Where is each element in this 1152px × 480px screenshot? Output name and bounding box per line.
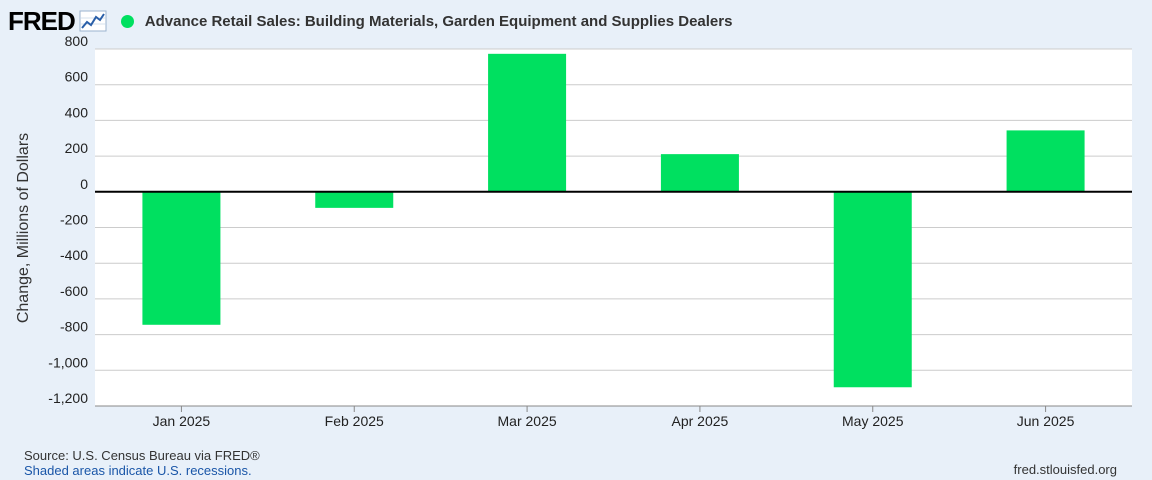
bar-chart: 800 600 400 200 0 -200 -400 -600 -800 -1,000 -1,20… <box>15 33 1132 429</box>
x-tick-label: Apr 2025 <box>672 413 729 429</box>
y-tick-label: -200 <box>60 212 88 228</box>
source-note: Source: U.S. Census Bureau via FRED® <box>24 448 260 463</box>
y-axis-ticks: 800 600 400 200 0 -200 -400 -600 -800 -1,000 -1,20… <box>48 33 88 406</box>
bar[interactable] <box>660 154 739 192</box>
bar[interactable] <box>488 53 567 192</box>
x-axis-ticks: Jan 2025 Feb 2025 Mar 2025 Apr 2025 May 2025… <box>95 405 1132 429</box>
bar[interactable] <box>833 191 912 388</box>
y-tick-label: -1,000 <box>48 354 88 370</box>
y-tick-label: 200 <box>65 140 89 156</box>
x-tick-label: Feb 2025 <box>325 413 384 429</box>
chart-header: FRED Advance Retail Sales: Building Mate… <box>8 6 732 36</box>
y-tick-label: -800 <box>60 319 88 335</box>
y-tick-label: 800 <box>65 33 89 49</box>
x-tick-label: Mar 2025 <box>498 413 557 429</box>
trend-line-icon <box>79 10 107 32</box>
y-tick-label: 400 <box>65 104 89 120</box>
fred-logo[interactable]: FRED <box>8 6 76 36</box>
y-tick-label: -600 <box>60 283 88 299</box>
y-tick-label: -400 <box>60 247 88 263</box>
bar[interactable] <box>315 191 394 208</box>
bar[interactable] <box>1006 130 1085 192</box>
recession-note[interactable]: Shaded areas indicate U.S. recessions. <box>24 463 252 478</box>
bar[interactable] <box>142 191 221 325</box>
x-tick-label: May 2025 <box>842 413 904 429</box>
y-tick-label: 0 <box>80 176 88 192</box>
chart-title: Advance Retail Sales: Building Materials… <box>144 12 733 30</box>
x-tick-label: Jun 2025 <box>1017 413 1075 429</box>
y-tick-label: 600 <box>65 69 89 85</box>
y-axis-label: Change, Millions of Dollars <box>15 133 32 323</box>
chart-footer: Source: U.S. Census Bureau via FRED® Sha… <box>24 448 260 478</box>
y-tick-label: -1,200 <box>48 390 88 406</box>
series-legend-marker <box>120 14 134 28</box>
bars <box>142 53 1085 388</box>
site-url[interactable]: fred.stlouisfed.org <box>1013 462 1117 477</box>
x-tick-label: Jan 2025 <box>153 413 211 429</box>
